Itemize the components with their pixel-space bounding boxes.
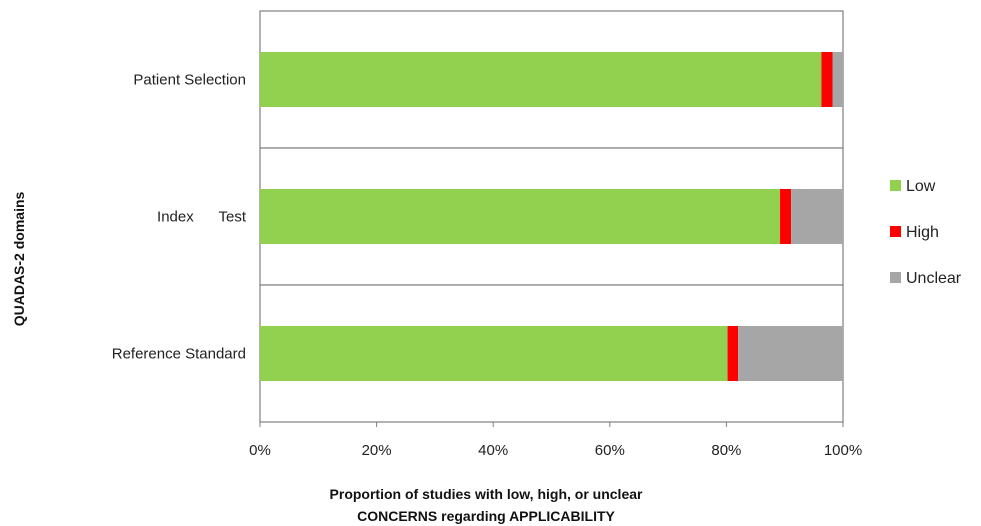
legend-label-low: Low <box>906 178 936 195</box>
bar-segment-unclear <box>832 52 843 107</box>
x-tick-label: 60% <box>595 442 625 459</box>
category-label: Reference Standard <box>112 346 246 363</box>
bar-segment-high <box>821 52 833 107</box>
legend-swatch-unclear <box>890 272 901 283</box>
bar-segment-high <box>780 189 792 244</box>
x-tick-label: 100% <box>824 442 862 459</box>
legend: Low High Unclear <box>890 178 962 287</box>
legend-swatch-high <box>890 226 901 237</box>
category-label: Patient Selection <box>133 72 246 89</box>
legend-label-high: High <box>906 224 939 241</box>
bar-segment-unclear <box>738 326 843 381</box>
y-axis-title: QUADAS-2 domains <box>11 192 27 327</box>
x-tick-label: 0% <box>249 442 271 459</box>
bar-segment-low <box>260 326 728 381</box>
bar-segment-unclear <box>791 189 843 244</box>
legend-label-unclear: Unclear <box>906 270 962 287</box>
x-tick-label: 20% <box>362 442 392 459</box>
x-tick-label: 40% <box>478 442 508 459</box>
category-labels: Patient Selection Index Test Reference Sta… <box>112 72 247 363</box>
x-axis-title-line-2: CONCERNS regarding APPLICABILITY <box>357 508 615 524</box>
bar-segment-low <box>260 189 781 244</box>
x-axis-title-line-1: Proportion of studies with low, high, or… <box>330 486 643 502</box>
bars-layer <box>260 52 843 381</box>
x-axis: 0% 20% 40% 60% 80% 100% <box>249 422 862 459</box>
legend-swatch-low <box>890 180 901 191</box>
bar-segment-high <box>727 326 739 381</box>
bar-segment-low <box>260 52 822 107</box>
x-tick-label: 80% <box>711 442 741 459</box>
category-label: Index Test <box>157 209 247 226</box>
